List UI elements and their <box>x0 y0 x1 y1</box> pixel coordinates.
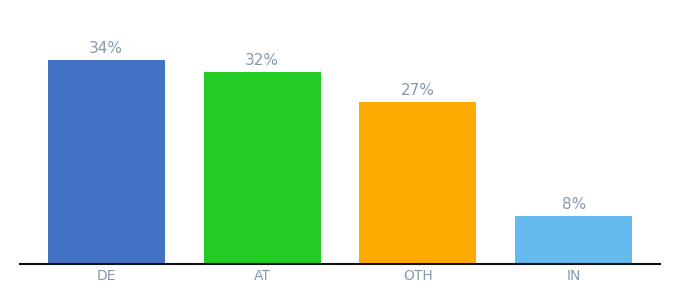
Text: 27%: 27% <box>401 83 435 98</box>
Text: 8%: 8% <box>562 197 586 212</box>
Bar <box>360 102 477 264</box>
Bar <box>515 216 632 264</box>
Text: 34%: 34% <box>89 41 123 56</box>
Bar <box>203 72 320 264</box>
Bar <box>48 60 165 264</box>
Text: 32%: 32% <box>245 53 279 68</box>
